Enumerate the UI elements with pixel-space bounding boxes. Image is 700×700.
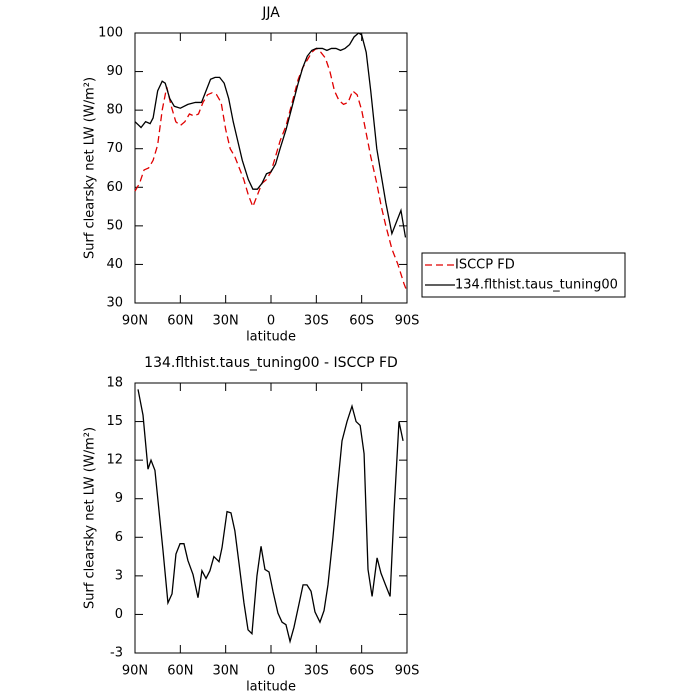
series-line bbox=[134, 32, 407, 238]
y-tick-label: 6 bbox=[115, 530, 123, 545]
chart-title: JJA bbox=[261, 5, 280, 21]
y-tick-label: 80 bbox=[106, 103, 123, 118]
x-tick-label: 60S bbox=[349, 664, 374, 679]
plot-frame bbox=[134, 32, 408, 304]
series-line bbox=[137, 389, 404, 645]
y-tick-label: 70 bbox=[106, 141, 123, 156]
y-tick-label: 40 bbox=[106, 257, 123, 272]
chart-title: 134.flthist.taus_tuning00 - ISCCP FD bbox=[144, 355, 398, 371]
x-tick-label: 60S bbox=[349, 314, 374, 329]
x-tick-label: 30S bbox=[304, 314, 329, 329]
y-tick-label: 50 bbox=[106, 218, 123, 233]
legend-label: ISCCP FD bbox=[455, 258, 515, 273]
x-tick-label: 90N bbox=[122, 664, 148, 679]
y-tick-label: 100 bbox=[98, 26, 123, 41]
y-tick-label: 0 bbox=[115, 607, 123, 622]
x-tick-label: 0 bbox=[267, 664, 275, 679]
y-tick-label: 60 bbox=[106, 180, 123, 195]
panel: JJA 30 40 50 60 70 80 90 100 90N 60N 30N 0 30S 60S 90S l… bbox=[83, 5, 626, 345]
y-tick-label: 3 bbox=[115, 568, 123, 583]
y-tick-label: 12 bbox=[106, 453, 123, 468]
y-tick-label: 30 bbox=[106, 296, 123, 311]
panel: 134.flthist.taus_tuning00 - ISCCP FD -3 0 3… bbox=[83, 355, 420, 695]
x-tick-label: 60N bbox=[167, 314, 193, 329]
series-line bbox=[134, 47, 408, 292]
legend-label: 134.flthist.taus_tuning00 bbox=[455, 278, 618, 293]
y-tick-label: 90 bbox=[106, 64, 123, 79]
x-tick-label: 30N bbox=[213, 314, 239, 329]
x-tick-label: 0 bbox=[267, 314, 275, 329]
x-tick-label: 90S bbox=[395, 664, 420, 679]
x-axis-label: latitude bbox=[246, 680, 296, 695]
y-axis-label: Surf clearsky net LW (W/m²) bbox=[83, 427, 98, 609]
y-tick-label: 9 bbox=[115, 491, 123, 506]
y-axis-label: Surf clearsky net LW (W/m²) bbox=[83, 77, 98, 259]
y-tick-label: 18 bbox=[106, 376, 123, 391]
x-tick-label: 90S bbox=[395, 314, 420, 329]
x-tick-label: 30S bbox=[304, 664, 329, 679]
x-tick-label: 90N bbox=[122, 314, 148, 329]
x-axis-label: latitude bbox=[246, 330, 296, 345]
y-tick-label: -3 bbox=[110, 646, 123, 661]
y-tick-label: 15 bbox=[106, 414, 123, 429]
x-tick-label: 30N bbox=[213, 664, 239, 679]
legend-box bbox=[421, 252, 626, 298]
x-tick-label: 60N bbox=[167, 664, 193, 679]
